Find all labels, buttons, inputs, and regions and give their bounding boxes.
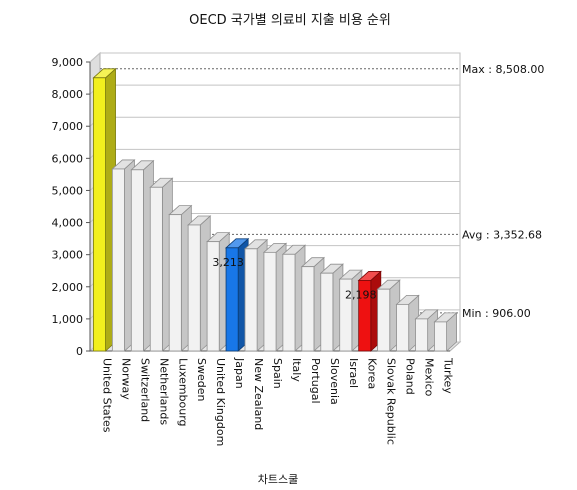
y-tick-label: 4,000 — [52, 217, 84, 230]
reference-label-min: Min : 906.00 — [462, 307, 531, 320]
reference-label-avg: Avg : 3,352.68 — [462, 228, 542, 241]
x-tick-label: Turkey — [442, 357, 455, 394]
plot-area: 0 1,000 2,000 3,000 4,000 5,000 6,000 7,000 8,00… — [52, 51, 544, 446]
bar-israel — [338, 269, 363, 352]
x-tick-label: Sweden — [195, 358, 208, 401]
bar-front — [130, 169, 144, 352]
y-tick-label: 8,000 — [52, 88, 84, 101]
bar-front — [415, 318, 429, 352]
y-tick-label: 3,000 — [52, 249, 84, 262]
bar-front — [168, 214, 182, 352]
y-tick-label: 9,000 — [52, 56, 84, 69]
x-tick-label: Netherlands — [157, 358, 170, 425]
x-tick-label: Spain — [271, 358, 284, 389]
reference-label-max: Max : 8,508.00 — [462, 63, 544, 76]
bar-front — [358, 280, 372, 352]
x-tick-label: Japan — [233, 357, 246, 389]
x-tick-label: United Kingdom — [214, 358, 227, 446]
x-tick-label: Slovenia — [328, 358, 341, 405]
y-tick-label: 1,000 — [52, 313, 84, 326]
y-tick-label: 6,000 — [52, 152, 84, 165]
bar-front — [225, 247, 239, 352]
y-tick-label: 7,000 — [52, 120, 84, 133]
x-tick-label: Norway — [119, 358, 132, 400]
y-tick-label: 2,000 — [52, 281, 84, 294]
bar-front — [282, 253, 296, 352]
bar-mexico — [414, 308, 439, 352]
y-tick-label: 0 — [76, 345, 83, 358]
bar-front — [301, 266, 315, 352]
bar-front — [377, 288, 391, 352]
bar-front — [263, 251, 277, 352]
x-tick-label: Mexico — [423, 358, 436, 397]
bar-front — [396, 303, 410, 352]
x-tick-label: Portugal — [309, 358, 322, 404]
chart-title: OECD 국가별 의료비 지출 비용 순위 — [189, 13, 391, 28]
x-tick-label: New Zealand — [252, 358, 265, 430]
bar-turkey — [433, 312, 458, 352]
bar-poland — [395, 294, 420, 352]
x-tick-label: Luxembourg — [176, 358, 189, 427]
data-label: 2,198 — [345, 288, 377, 301]
bar-front — [187, 224, 201, 352]
x-tick-label: Switzerland — [138, 358, 151, 422]
bar-front — [339, 278, 353, 352]
gridline — [89, 52, 460, 63]
x-tick-label: Israel — [347, 358, 360, 388]
x-tick-label: Italy — [290, 358, 303, 382]
x-tick-label: Poland — [404, 358, 417, 395]
y-tick-label: 5,000 — [52, 184, 84, 197]
bar-front — [320, 272, 334, 352]
bar-front — [149, 186, 163, 352]
x-axis-label: 차트스쿨 — [258, 473, 298, 486]
bar-front — [93, 77, 106, 352]
data-label: 3,213 — [212, 256, 244, 269]
bar-front — [434, 321, 447, 352]
bar-front — [244, 248, 258, 352]
bar-front — [111, 168, 125, 352]
x-tick-label: Slovak Republic — [385, 358, 398, 445]
x-tick-label: Korea — [366, 358, 379, 389]
bar-front — [206, 241, 220, 352]
x-tick-label: United States — [100, 358, 113, 433]
